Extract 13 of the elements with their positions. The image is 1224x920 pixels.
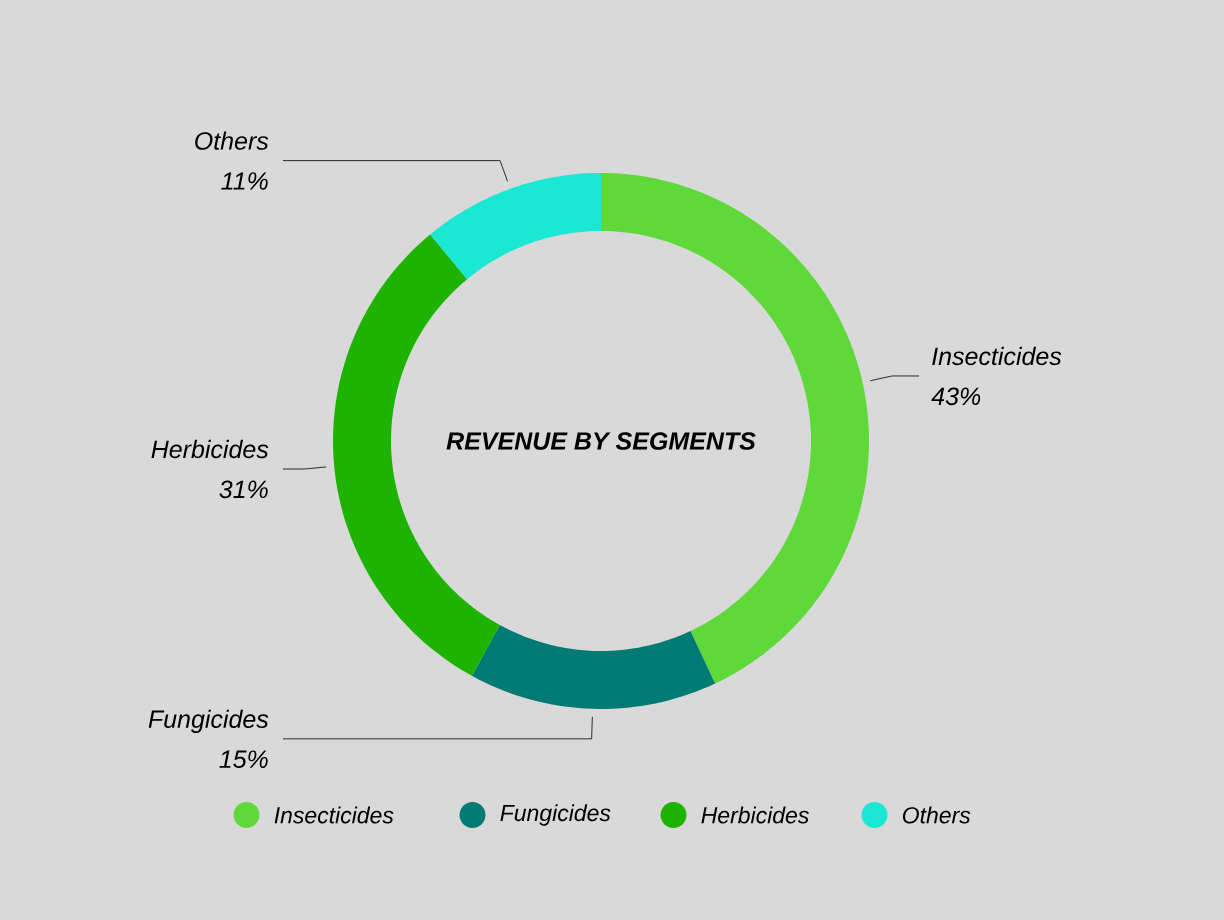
slice-label: Herbicides	[151, 439, 269, 459]
text: REVENUE BY SEGMENTS	[446, 432, 756, 450]
data-label: 31%	[219, 480, 268, 499]
slice-label: Fungicides	[148, 709, 269, 733]
legend-label: Fungicides	[500, 804, 611, 826]
legend-label: Herbicides	[701, 806, 809, 824]
legend-label: Insecticides	[274, 806, 394, 824]
legend-label: Others	[902, 806, 971, 824]
data-label: 43%	[931, 387, 981, 406]
data-label: 11%	[221, 172, 268, 190]
slice-label: Others	[195, 131, 269, 150]
data-label: 15%	[219, 750, 268, 769]
slice-label: Insecticides	[932, 346, 1062, 366]
